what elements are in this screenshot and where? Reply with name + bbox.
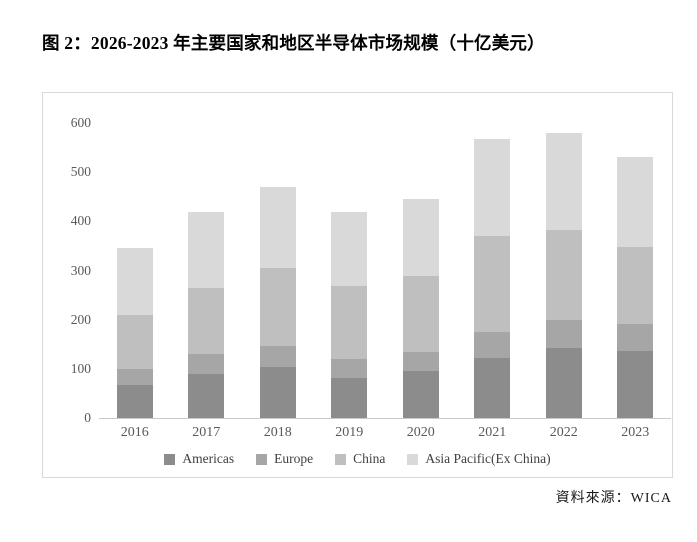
x-tick-label: 2023 — [621, 425, 650, 440]
x-tick-label: 2016 — [120, 425, 149, 440]
bar-segment-europe — [402, 352, 439, 371]
bar-segment-asia-pacific-ex-china — [116, 248, 153, 315]
legend-swatch-icon — [164, 453, 176, 465]
legend-label: China — [353, 451, 386, 466]
x-axis: 2016 2017 2018 2019 2020 2021 2022 2023 — [99, 425, 671, 441]
legend-swatch-icon — [335, 453, 347, 465]
stacked-bar-2019 — [331, 211, 368, 418]
x-tick-label: 2019 — [335, 425, 364, 440]
bar-slot-2018 — [242, 123, 314, 418]
stacked-bar-2016 — [116, 248, 153, 418]
legend-swatch-icon — [256, 453, 268, 465]
source-note: 資料來源：WICA — [555, 491, 672, 506]
stacked-bar-2018 — [259, 186, 296, 418]
bar-slot-2019 — [314, 123, 386, 418]
bar-slot-2016 — [99, 123, 171, 418]
stacked-bar-2021 — [474, 139, 511, 418]
bar-segment-americas — [259, 367, 296, 418]
bar-segment-americas — [617, 351, 654, 418]
x-tick-label: 2018 — [263, 425, 292, 440]
bar-segment-americas — [474, 358, 511, 418]
x-tick-label: 2022 — [549, 425, 578, 440]
y-tick-label: 400 — [70, 213, 91, 229]
bar-segment-asia-pacific-ex-china — [545, 132, 582, 230]
bar-segment-china — [331, 286, 368, 360]
y-tick-label: 600 — [70, 115, 91, 130]
bar-segment-asia-pacific-ex-china — [617, 157, 654, 247]
page-title: 图 2：2026-2023 年主要国家和地区半导体市场规模（十亿美元） — [42, 33, 545, 53]
x-tick-label: 2021 — [478, 425, 507, 440]
bar-segment-americas — [331, 378, 368, 418]
bar-segment-asia-pacific-ex-china — [331, 211, 368, 287]
bar-segment-americas — [188, 373, 225, 418]
bar-segment-asia-pacific-ex-china — [259, 186, 296, 269]
bar-slot-2020 — [385, 123, 457, 418]
bar-segment-china — [474, 236, 511, 333]
legend-item-china: China — [335, 451, 385, 467]
bar-segment-china — [617, 246, 654, 324]
chart-figure: 0 100 200 300 400 500 600 2016 2017 2018 2019 2020… — [42, 92, 673, 478]
bar-segment-china — [402, 276, 439, 353]
legend-label: Asia Pacific(Ex China) — [425, 451, 551, 466]
legend-item-europe: Europe — [256, 451, 313, 467]
legend-item-americas: Americas — [164, 451, 234, 467]
stacked-bar-2022 — [545, 132, 582, 418]
bar-segment-asia-pacific-ex-china — [474, 139, 511, 237]
y-tick-label: 300 — [70, 262, 91, 278]
bar-segment-europe — [474, 332, 511, 359]
legend-label: Europe — [274, 451, 314, 466]
bar-segment-europe — [259, 346, 296, 368]
stacked-bar-2023 — [617, 157, 654, 418]
stacked-bar-2017 — [188, 211, 225, 418]
bar-segment-europe — [617, 323, 654, 352]
bar-segment-europe — [331, 359, 368, 379]
bar-segment-china — [188, 287, 225, 355]
y-tick-label: 100 — [70, 360, 91, 376]
bar-segment-europe — [188, 354, 225, 374]
plot-area — [99, 123, 671, 419]
bar-segment-china — [545, 229, 582, 320]
legend: Americas Europe China Asia Pacific(Ex China… — [43, 451, 672, 467]
bar-segment-europe — [545, 319, 582, 349]
bar-slot-2022 — [528, 123, 600, 418]
bar-segment-china — [116, 314, 153, 369]
bar-slot-2023 — [600, 123, 672, 418]
y-tick-label: 200 — [70, 311, 91, 327]
bar-segment-china — [259, 268, 296, 347]
bar-segment-asia-pacific-ex-china — [188, 211, 225, 288]
bar-slot-2021 — [457, 123, 529, 418]
legend-item-asia-pacific-ex-china: Asia Pacific(Ex China) — [407, 451, 551, 467]
y-tick-label: 500 — [70, 164, 91, 180]
bar-segment-americas — [402, 370, 439, 418]
legend-label: Americas — [182, 451, 235, 466]
y-tick-label: 0 — [84, 410, 91, 425]
bar-segment-americas — [545, 348, 582, 418]
bar-slot-2017 — [171, 123, 243, 418]
bar-segment-asia-pacific-ex-china — [402, 199, 439, 277]
y-axis: 0 100 200 300 400 500 600 — [55, 115, 91, 425]
bar-segment-americas — [116, 385, 153, 418]
legend-swatch-icon — [407, 453, 419, 465]
stacked-bar-2020 — [402, 199, 439, 418]
bar-segment-europe — [116, 368, 153, 386]
x-tick-label: 2020 — [406, 425, 435, 440]
x-tick-label: 2017 — [192, 425, 221, 440]
